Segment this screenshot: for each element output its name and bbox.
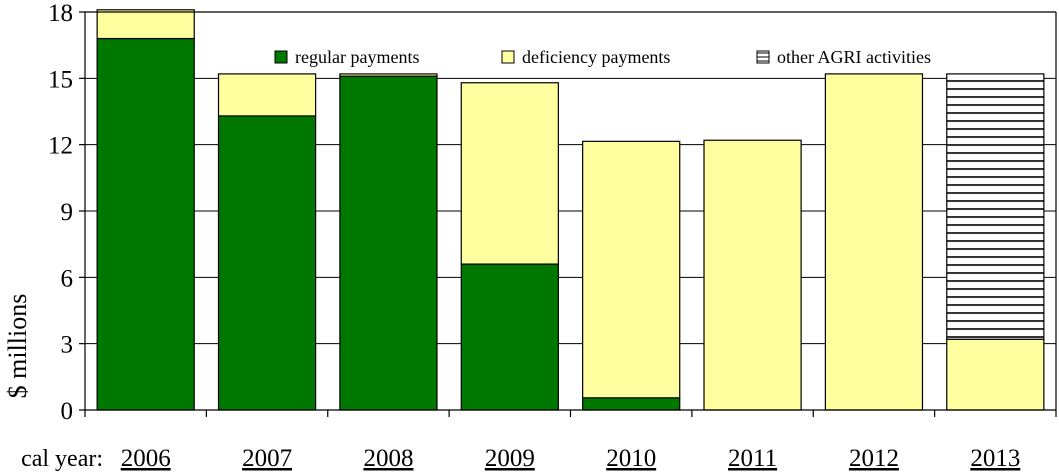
x-tick-label: 2009	[485, 445, 535, 472]
legend-label: deficiency payments	[522, 47, 670, 67]
legend-swatch	[274, 50, 288, 64]
y-tick-label: 12	[48, 133, 73, 160]
bar-segment-deficiency-payments-2012	[824, 73, 924, 411]
bar-segment-regular-payments-2007	[217, 115, 317, 411]
x-tick-label: 2008	[363, 445, 413, 472]
bar-segment-deficiency-payments-2008	[339, 73, 438, 77]
bar-segment-deficiency-payments-2011	[703, 139, 802, 411]
y-tick-label: 18	[48, 0, 73, 27]
bar-segment-regular-payments-2009	[460, 263, 559, 411]
bar-segment-deficiency-payments-2013	[946, 338, 1045, 411]
bar-segment-regular-payments-2008	[339, 75, 438, 411]
x-tick-label: 2013	[970, 445, 1020, 472]
bar-segment-deficiency-payments-2009	[460, 82, 559, 265]
y-tick-label: 15	[48, 66, 73, 93]
legend-item-other-agri-activities: other AGRI activities	[756, 47, 931, 67]
x-tick-label: 2010	[606, 445, 656, 472]
y-tick-label: 6	[61, 265, 74, 292]
legend-label: other AGRI activities	[777, 47, 931, 67]
bar-segment-other-agri-activities-2013	[946, 73, 1045, 340]
bars	[96, 9, 1045, 411]
x-tick-label: 2012	[849, 445, 899, 472]
x-tick-label: 2011	[728, 445, 777, 472]
bar-segment-deficiency-payments-2007	[217, 73, 317, 117]
y-tick-labels: 0 3 6 9 12 15 18	[48, 0, 73, 425]
bar-segment-deficiency-payments-2010	[582, 140, 681, 399]
axes	[79, 11, 1057, 417]
x-tick-label: 2006	[121, 445, 171, 472]
x-tick-labels: 2006 2007 2008 2009 2010 2011 2012 2013	[121, 445, 1021, 472]
x-tick-label: 2007	[242, 445, 292, 472]
legend-swatch	[501, 50, 515, 64]
legend: regular payments deficiency payments other…	[274, 47, 931, 67]
y-axis-label: $ millions	[3, 294, 32, 399]
y-tick-label: 9	[61, 199, 74, 226]
legend-item-deficiency-payments: deficiency payments	[501, 47, 670, 67]
x-axis-label: cal year:	[21, 446, 103, 472]
bar-segment-deficiency-payments-2006	[96, 9, 195, 40]
y-tick-label: 0	[61, 398, 74, 425]
bar-segment-regular-payments-2006	[96, 37, 195, 411]
bar-segment-regular-payments-2010	[582, 397, 681, 411]
legend-item-regular-payments: regular payments	[274, 47, 419, 67]
legend-label: regular payments	[295, 47, 419, 67]
legend-swatch	[756, 50, 770, 64]
y-tick-label: 3	[61, 332, 74, 359]
